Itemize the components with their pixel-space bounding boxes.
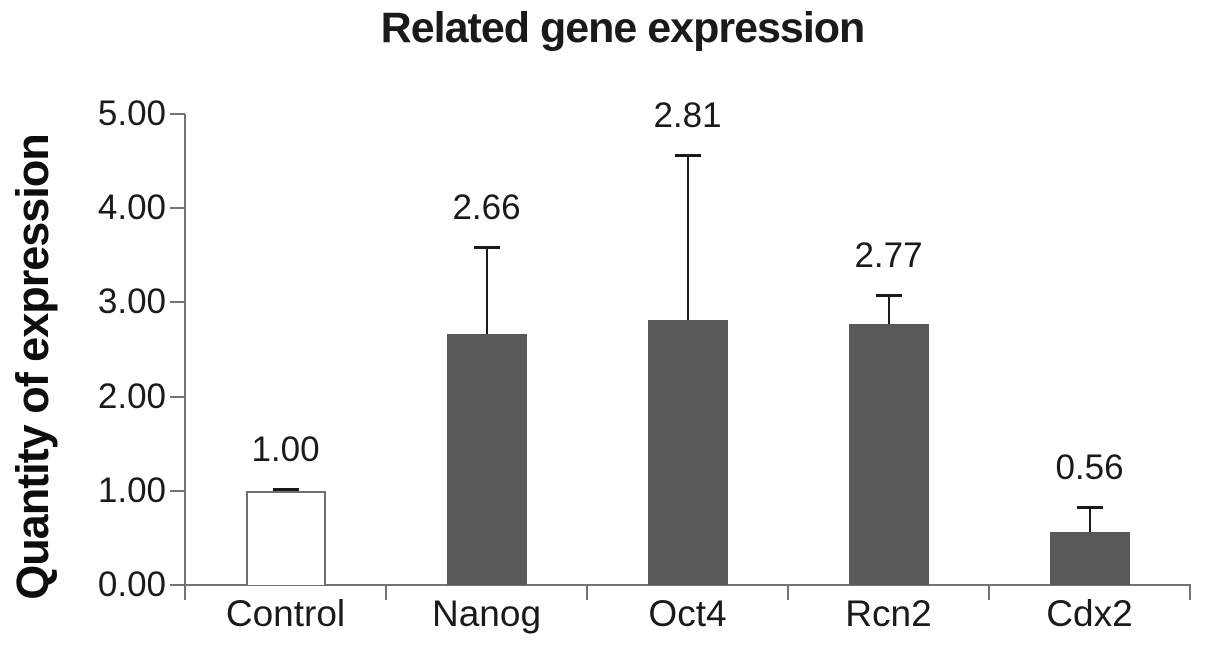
chart-title: Related gene expression [380,4,866,52]
y-tick-label: 4.00 [97,188,166,228]
error-bar-cap [272,487,299,491]
category-label: Nanog [431,593,542,634]
y-tick [170,584,185,586]
category-label: Cdx2 [1046,593,1133,634]
y-tick [170,207,185,210]
value-label: 2.66 [452,187,521,227]
error-bar-stem [1088,506,1091,533]
value-label: 1.00 [251,429,320,469]
bar [245,490,326,585]
y-tick [170,301,185,304]
y-tick-label: 0.00 [97,565,166,604]
error-bar-stem [686,155,689,321]
error-bar-cap [473,245,500,249]
y-tick-label: 5.00 [97,94,166,133]
error-bar-cap [1076,505,1103,509]
y-tick-label: 1.00 [97,470,166,510]
category-label: Rcn2 [845,593,932,634]
x-tick [385,585,387,600]
value-label: 2.77 [854,235,923,275]
error-bar-cap [674,154,701,158]
error-bar-stem [485,246,488,335]
value-label: 2.81 [653,96,722,136]
y-tick [170,395,185,398]
value-label: 0.56 [1055,447,1124,487]
bar [1049,532,1130,585]
bar [647,320,728,585]
y-tick-label: 3.00 [97,282,166,322]
x-tick [988,585,990,600]
x-tick [184,585,186,600]
y-tick [170,113,185,115]
category-label: Oct4 [648,593,727,634]
error-bar-cap [875,293,902,297]
x-axis-line [184,584,1191,586]
y-tick-label: 2.00 [97,376,166,416]
x-tick [1189,585,1191,600]
bar [848,324,929,585]
category-label: Control [225,593,346,634]
y-tick [170,489,185,492]
bar [446,334,527,585]
error-bar-stem [887,294,890,325]
y-axis-line [184,114,186,586]
x-tick [787,585,789,600]
x-tick [586,585,588,600]
